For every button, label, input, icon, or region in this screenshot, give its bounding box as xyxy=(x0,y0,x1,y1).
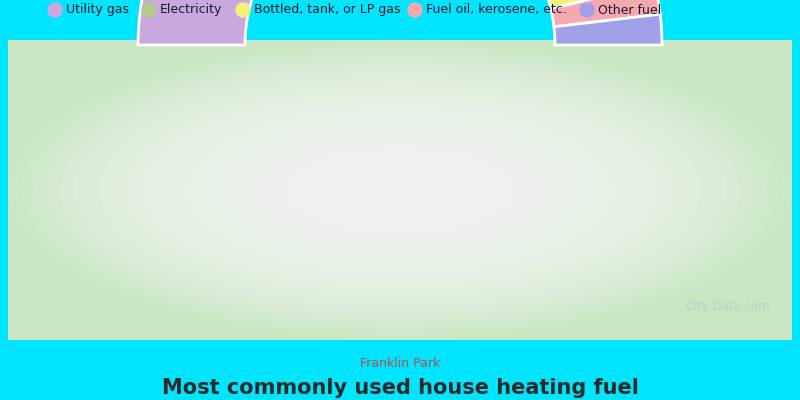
Ellipse shape xyxy=(361,175,439,205)
Ellipse shape xyxy=(322,160,478,220)
FancyBboxPatch shape xyxy=(8,40,792,340)
Text: Franklin Park: Franklin Park xyxy=(360,357,440,370)
Ellipse shape xyxy=(204,115,596,265)
Text: Fuel oil, kerosene, etc.: Fuel oil, kerosene, etc. xyxy=(426,4,566,16)
Circle shape xyxy=(408,3,422,17)
Ellipse shape xyxy=(74,65,726,315)
Ellipse shape xyxy=(8,40,792,340)
Text: Electricity: Electricity xyxy=(160,4,222,16)
Ellipse shape xyxy=(295,150,505,230)
Text: Most commonly used house heating fuel: Most commonly used house heating fuel xyxy=(162,378,638,398)
Ellipse shape xyxy=(191,110,609,270)
Circle shape xyxy=(580,3,594,17)
Ellipse shape xyxy=(374,180,426,200)
Wedge shape xyxy=(538,0,654,9)
Ellipse shape xyxy=(152,95,648,285)
Ellipse shape xyxy=(243,130,557,250)
Ellipse shape xyxy=(178,105,622,275)
Text: Utility gas: Utility gas xyxy=(66,4,129,16)
Ellipse shape xyxy=(60,60,740,320)
Circle shape xyxy=(236,3,250,17)
Text: Other fuel: Other fuel xyxy=(598,4,661,16)
Ellipse shape xyxy=(34,50,766,330)
Ellipse shape xyxy=(126,85,674,295)
Wedge shape xyxy=(138,0,485,45)
Wedge shape xyxy=(550,0,660,27)
Ellipse shape xyxy=(282,145,518,235)
Wedge shape xyxy=(554,14,662,45)
Ellipse shape xyxy=(165,100,635,280)
Ellipse shape xyxy=(256,135,544,245)
Ellipse shape xyxy=(47,55,753,325)
Ellipse shape xyxy=(348,170,452,210)
Ellipse shape xyxy=(21,45,779,335)
Ellipse shape xyxy=(113,80,687,300)
Ellipse shape xyxy=(86,70,714,310)
Ellipse shape xyxy=(270,140,530,240)
Ellipse shape xyxy=(309,155,491,225)
Text: Bottled, tank, or LP gas: Bottled, tank, or LP gas xyxy=(254,4,401,16)
Circle shape xyxy=(48,3,62,17)
Ellipse shape xyxy=(334,165,466,215)
Ellipse shape xyxy=(99,75,701,305)
Ellipse shape xyxy=(138,90,662,290)
Ellipse shape xyxy=(230,125,570,255)
Circle shape xyxy=(142,3,156,17)
Text: City-Data.com: City-Data.com xyxy=(685,300,770,313)
Ellipse shape xyxy=(387,185,413,195)
Ellipse shape xyxy=(217,120,583,260)
